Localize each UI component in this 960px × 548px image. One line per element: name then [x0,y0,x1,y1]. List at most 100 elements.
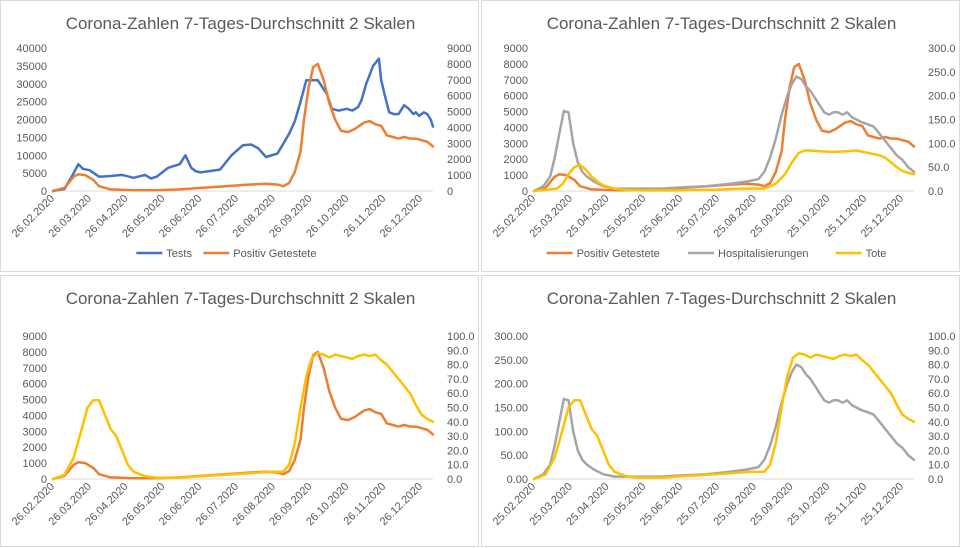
y-right-tick-label: 150.0 [928,115,956,127]
y-right-tick-label: 300.0 [928,43,956,55]
y-right-tick-label: 100.0 [928,138,956,150]
series-line [532,75,916,193]
y-left-tick-label: 3000 [504,138,528,150]
series-line [51,62,435,193]
chart-title: Corona-Zahlen 7-Tages-Durchschnitt 2 Ska… [66,289,416,308]
y-right-tick-label: 20.0 [447,445,468,457]
y-left-tick-label: 8000 [504,59,528,71]
y-left-tick-label: 1000 [23,458,47,470]
y-right-tick-label: 80.0 [447,360,468,372]
y-left-tick-label: 5000 [504,107,528,119]
legend-label: Tests [166,248,192,260]
y-left-tick-label: 0 [41,186,47,198]
legend-label: Positiv Getestete [233,248,316,260]
y-right-tick-label: 10.0 [447,460,468,472]
y-left-tick-label: 5000 [23,395,47,407]
y-left-tick-label: 9000 [23,331,47,343]
y-right-tick-label: 100.0 [928,331,956,343]
y-right-tick-label: 5000 [447,107,471,119]
y-left-tick-label: 30000 [16,79,47,91]
y-left-tick-label: 10000 [16,150,47,162]
chart-svg-1: Corona-Zahlen 7-Tages-Durchschnitt 2 Ska… [10,14,472,260]
y-right-tick-label: 60.0 [928,388,949,400]
chart-title: Corona-Zahlen 7-Tages-Durchschnitt 2 Ska… [547,14,897,33]
chart-svg-3: Corona-Zahlen 7-Tages-Durchschnitt 2 Ska… [10,289,475,528]
y-left-tick-label: 250.00 [494,355,528,367]
y-left-tick-label: 7000 [23,363,47,375]
series-line [51,351,435,481]
y-left-tick-label: 9000 [504,43,528,55]
y-right-tick-label: 90.0 [928,345,949,357]
y-left-tick-label: 15000 [16,132,47,144]
y-left-tick-label: 6000 [504,91,528,103]
y-right-tick-label: 50.0 [447,403,468,415]
y-right-tick-label: 40.0 [447,417,468,429]
series-line [532,351,916,481]
y-left-tick-label: 5000 [23,168,47,180]
y-left-tick-label: 300.00 [494,331,528,343]
series-line [532,149,916,193]
legend-label: Hospitalisierungen [718,248,809,260]
y-left-tick-label: 4000 [504,122,528,134]
y-right-tick-label: 2000 [447,154,471,166]
y-left-tick-label: 50.00 [500,450,528,462]
chart-panel-1: Corona-Zahlen 7-Tages-Durchschnitt 2 Ska… [0,0,479,272]
y-left-tick-label: 150.00 [494,403,528,415]
y-right-tick-label: 4000 [447,122,471,134]
y-left-tick-label: 6000 [23,379,47,391]
chart-svg-4: Corona-Zahlen 7-Tages-Durchschnitt 2 Ska… [491,289,956,528]
y-right-tick-label: 200.0 [928,91,956,103]
y-left-tick-label: 0.00 [507,474,528,486]
y-right-tick-label: 20.0 [928,445,949,457]
y-right-tick-label: 90.0 [447,345,468,357]
chart-svg-2: Corona-Zahlen 7-Tages-Durchschnitt 2 Ska… [491,14,956,260]
y-right-tick-label: 60.0 [447,388,468,400]
y-right-tick-label: 0.0 [928,474,943,486]
y-left-tick-label: 8000 [23,347,47,359]
legend-label: Tote [866,248,887,260]
y-left-tick-label: 2000 [23,442,47,454]
y-left-tick-label: 3000 [23,426,47,438]
y-right-tick-label: 30.0 [447,431,468,443]
series-line [532,62,916,193]
y-right-tick-label: 70.0 [447,374,468,386]
y-left-tick-label: 200.00 [494,379,528,391]
y-right-tick-label: 0.0 [928,186,943,198]
y-right-tick-label: 70.0 [928,374,949,386]
y-right-tick-label: 30.0 [928,431,949,443]
y-right-tick-label: 80.0 [928,360,949,372]
y-right-tick-label: 50.0 [928,403,949,415]
y-right-tick-label: 7000 [447,75,471,87]
chart-panel-4: Corona-Zahlen 7-Tages-Durchschnitt 2 Ska… [481,275,960,547]
series-line [51,57,435,193]
y-left-tick-label: 25000 [16,97,47,109]
y-right-tick-label: 1000 [447,170,471,182]
y-left-tick-label: 0 [522,186,528,198]
legend-label: Positiv Getestete [577,248,660,260]
chart-title: Corona-Zahlen 7-Tages-Durchschnitt 2 Ska… [547,289,897,308]
series-line [532,363,916,481]
y-left-tick-label: 40000 [16,43,47,55]
chart-panel-3: Corona-Zahlen 7-Tages-Durchschnitt 2 Ska… [0,275,479,547]
chart-panel-2: Corona-Zahlen 7-Tages-Durchschnitt 2 Ska… [481,0,960,272]
y-right-tick-label: 3000 [447,138,471,150]
y-right-tick-label: 9000 [447,43,471,55]
y-left-tick-label: 20000 [16,115,47,127]
y-left-tick-label: 2000 [504,154,528,166]
y-right-tick-label: 6000 [447,91,471,103]
y-left-tick-label: 100.00 [494,426,528,438]
y-right-tick-label: 250.0 [928,67,956,79]
y-left-tick-label: 0 [41,474,47,486]
y-right-tick-label: 0.0 [447,474,462,486]
y-right-tick-label: 50.0 [928,162,949,174]
y-left-tick-label: 35000 [16,61,47,73]
y-right-tick-label: 100.0 [447,331,475,343]
y-right-tick-label: 10.0 [928,460,949,472]
chart-title: Corona-Zahlen 7-Tages-Durchschnitt 2 Ska… [66,14,416,33]
y-right-tick-label: 8000 [447,59,471,71]
y-left-tick-label: 1000 [504,170,528,182]
y-right-tick-label: 0 [447,186,453,198]
series-line [51,350,435,481]
y-left-tick-label: 4000 [23,410,47,422]
